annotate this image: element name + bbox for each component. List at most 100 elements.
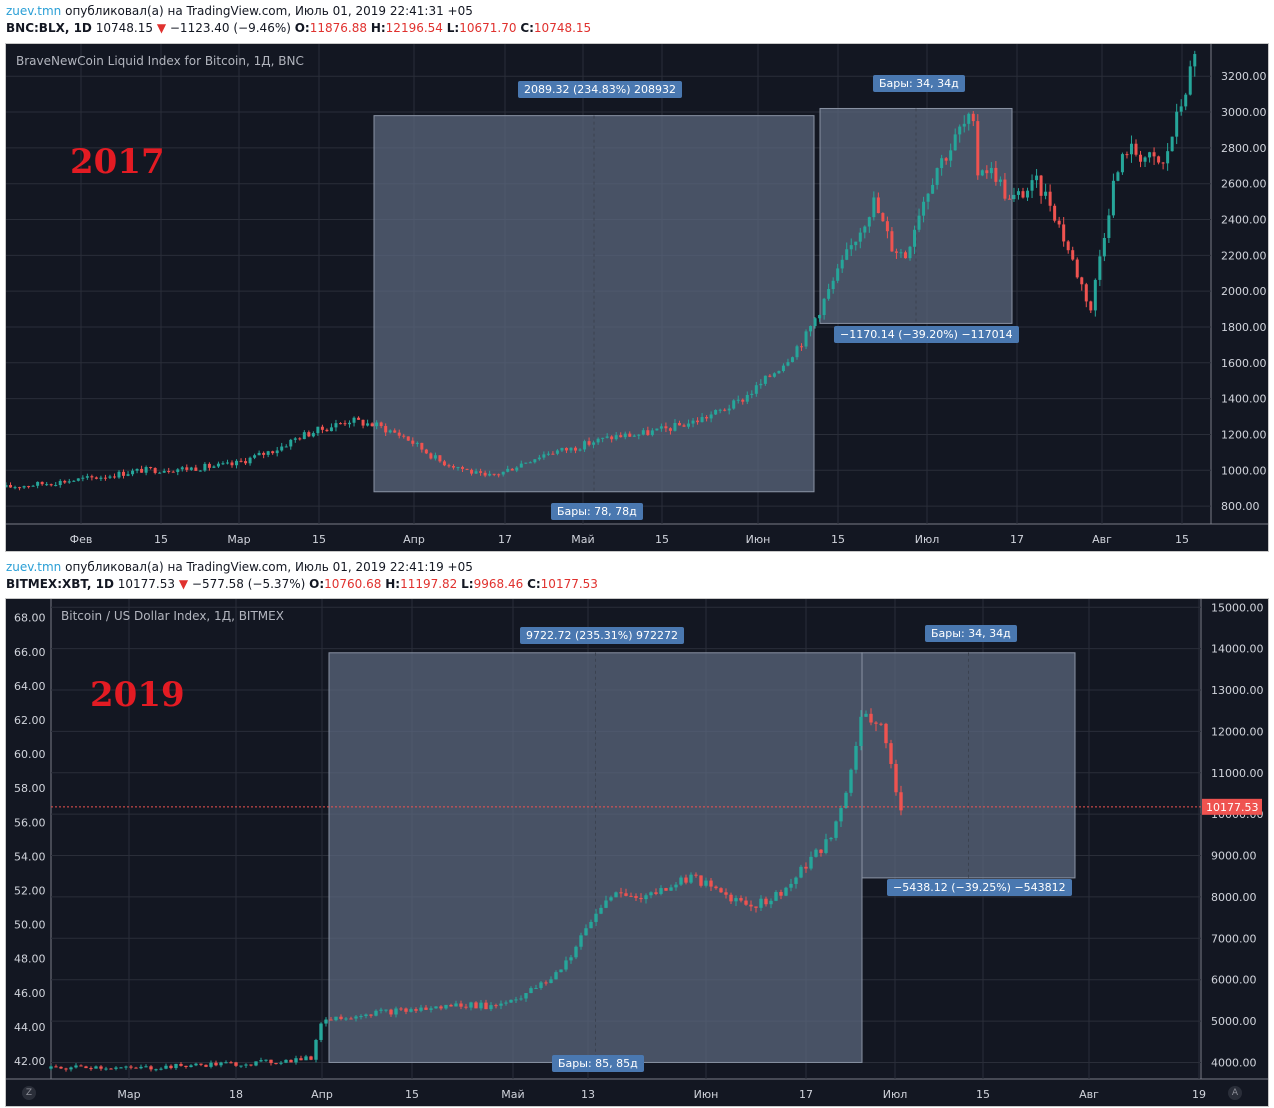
candle-body bbox=[604, 900, 608, 908]
measure-down-bars: Бары: 34, 34д bbox=[925, 625, 1017, 642]
candle-body bbox=[632, 435, 636, 437]
candle-body bbox=[379, 1009, 383, 1011]
candle-body bbox=[528, 462, 532, 464]
candle-body bbox=[361, 419, 365, 426]
last-price-tag bbox=[1202, 798, 1262, 815]
y-tick-label: 8000.00 bbox=[1211, 891, 1257, 904]
candle-body bbox=[537, 457, 541, 460]
candle-body bbox=[836, 268, 840, 281]
candle-body bbox=[69, 1067, 73, 1070]
candle-body bbox=[389, 1009, 393, 1015]
candle-body bbox=[81, 477, 85, 479]
chart-2017-svg[interactable]: 800.00 1000.00 1200.00 1400.00 1600.00 1800.0… bbox=[6, 44, 1268, 551]
candle-body bbox=[424, 449, 428, 454]
candle-body bbox=[469, 1002, 473, 1008]
candle-body bbox=[953, 134, 957, 151]
y-tick-label: 3000.00 bbox=[1221, 106, 1267, 119]
candle-body bbox=[384, 1009, 388, 1011]
candle-body bbox=[444, 1004, 448, 1009]
open-value: 10760.68 bbox=[324, 577, 382, 591]
candle-body bbox=[320, 426, 324, 430]
candle-body bbox=[479, 471, 483, 473]
candle-body bbox=[131, 470, 135, 475]
candle-body bbox=[624, 893, 628, 896]
candle-body bbox=[244, 461, 248, 464]
candle-body bbox=[786, 362, 790, 366]
candle-body bbox=[253, 455, 257, 458]
candle-body bbox=[134, 1067, 138, 1069]
candle-body bbox=[334, 1016, 338, 1021]
candle-body bbox=[304, 1056, 308, 1061]
x-tick-label: 17 bbox=[498, 533, 512, 546]
x-tick-label: Авг bbox=[1079, 1088, 1099, 1101]
author-link[interactable]: zuev.tmn bbox=[6, 560, 62, 574]
candle-body bbox=[225, 462, 229, 464]
candle-body bbox=[884, 723, 888, 744]
left-y-tick-label: 68.00 bbox=[14, 612, 46, 625]
candle-body bbox=[564, 447, 568, 451]
left-y-tick-label: 66.00 bbox=[14, 646, 46, 659]
auto-scale-button[interactable]: A bbox=[1228, 1086, 1242, 1100]
candle-body bbox=[1193, 54, 1197, 67]
down-arrow-icon: ▼ bbox=[156, 21, 167, 35]
chart-2019-svg[interactable]: 4000.00 5000.00 6000.00 7000.00 8000.00 9000.… bbox=[6, 599, 1268, 1106]
candle-body bbox=[890, 231, 894, 252]
candle-body bbox=[370, 423, 374, 427]
candle-body bbox=[397, 432, 401, 436]
candle-body bbox=[249, 1064, 253, 1066]
candle-body bbox=[813, 318, 817, 327]
candle-body bbox=[349, 1018, 353, 1020]
candle-body bbox=[619, 892, 623, 894]
candle-body bbox=[872, 197, 876, 218]
candle-body bbox=[739, 898, 743, 901]
high-value: 11197.82 bbox=[400, 577, 458, 591]
candle-body bbox=[684, 877, 688, 883]
candle-body bbox=[164, 1065, 168, 1069]
candle-body bbox=[6, 485, 8, 488]
y-tick-label: 3200.00 bbox=[1221, 70, 1267, 83]
candle-body bbox=[705, 417, 709, 419]
candle-body bbox=[1175, 111, 1179, 137]
x-tick-label: Июл bbox=[883, 1088, 908, 1101]
candle-body bbox=[1012, 194, 1016, 200]
y-tick-label: 800.00 bbox=[1221, 500, 1260, 513]
author-link[interactable]: zuev.tmn bbox=[6, 4, 62, 18]
candle-body bbox=[266, 451, 270, 455]
candle-body bbox=[199, 1063, 203, 1065]
candle-body bbox=[510, 468, 514, 471]
candle-body bbox=[655, 428, 659, 431]
candle-body bbox=[809, 856, 813, 869]
candle-body bbox=[754, 385, 758, 394]
candle-body bbox=[474, 471, 478, 474]
candle-body bbox=[84, 1066, 88, 1069]
x-tick-label: 15 bbox=[1175, 533, 1189, 546]
candle-body bbox=[379, 422, 383, 427]
y-tick-label: 9000.00 bbox=[1211, 850, 1257, 863]
candle-body bbox=[67, 481, 71, 483]
candle-body bbox=[524, 993, 528, 999]
candle-body bbox=[650, 430, 654, 436]
candle-body bbox=[922, 201, 926, 216]
candle-body bbox=[673, 422, 677, 431]
candle-body bbox=[1003, 179, 1007, 199]
candle-body bbox=[864, 713, 868, 717]
candle-body bbox=[795, 346, 799, 358]
chart-panel-2019[interactable]: 4000.00 5000.00 6000.00 7000.00 8000.00 9000.… bbox=[5, 598, 1269, 1107]
candle-body bbox=[677, 422, 681, 426]
candle-body bbox=[1184, 94, 1188, 107]
candle-body bbox=[709, 880, 713, 887]
candle-body bbox=[824, 839, 828, 853]
candle-body bbox=[456, 467, 460, 469]
candle-body bbox=[879, 723, 883, 725]
candle-body bbox=[465, 468, 469, 470]
candle-body bbox=[58, 480, 62, 486]
candle-body bbox=[601, 437, 605, 439]
chart-panel-2017[interactable]: 800.00 1000.00 1200.00 1400.00 1600.00 1800.0… bbox=[5, 43, 1269, 552]
candle-body bbox=[592, 442, 596, 445]
candle-body bbox=[329, 427, 333, 432]
candle-body bbox=[1093, 279, 1097, 311]
candle-body bbox=[1148, 152, 1152, 158]
timezone-button[interactable]: Z bbox=[22, 1086, 36, 1100]
candle-body bbox=[31, 485, 35, 487]
low-label: L: bbox=[446, 21, 460, 35]
